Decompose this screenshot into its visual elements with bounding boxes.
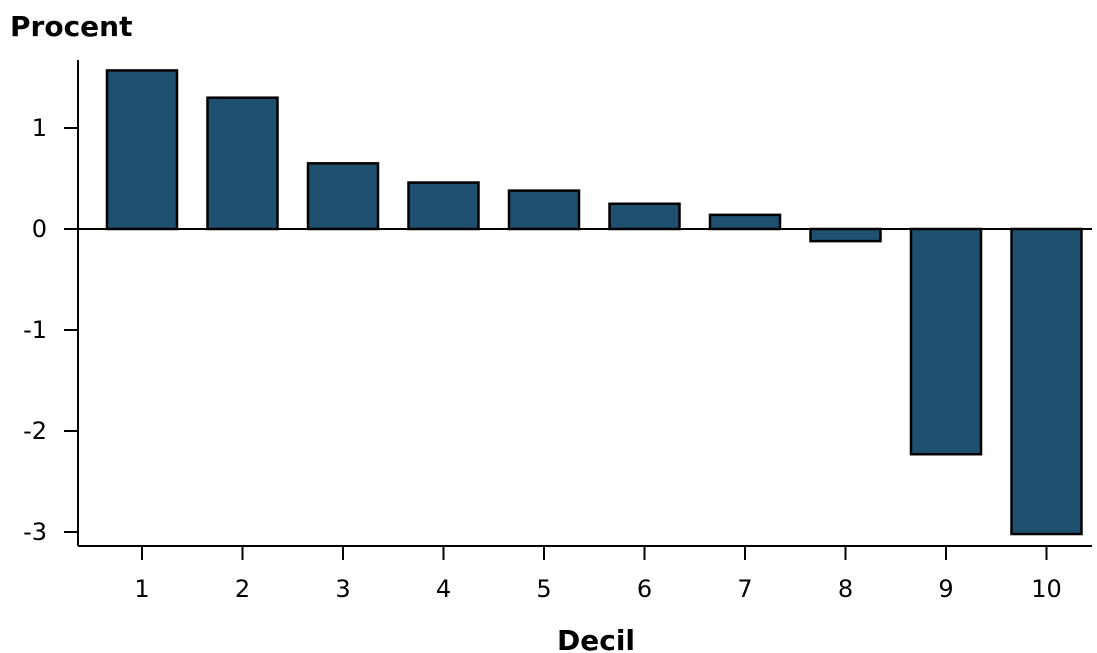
bar-decil-9 [909,227,983,456]
x-tick-label: 9 [938,575,953,603]
y-tick-label: -1 [23,316,47,344]
bar-decil-10 [1010,227,1083,536]
x-ticks-group: 1 2 3 4 5 6 7 8 9 10 [134,546,1062,603]
y-tick-label: 1 [32,114,47,142]
x-axis-title: Decil [557,624,635,653]
bar-decil-8 [809,227,882,243]
x-tick-label: 2 [235,575,250,603]
y-axis-title: Procent [10,10,132,43]
bar-decil-2 [206,96,279,231]
x-tick-label: 4 [436,575,451,603]
y-tick-label: -2 [23,417,47,445]
x-tick-label: 7 [737,575,752,603]
bar-decil-4 [407,181,480,231]
bar-decil-7 [708,213,782,231]
bar-decil-6 [608,202,681,231]
y-ticks-group: 1 0 -1 -2 -3 [23,114,78,546]
x-tick-label: 3 [335,575,350,603]
bars-group [105,69,1083,536]
y-tick-label: -3 [23,518,47,546]
x-tick-label: 1 [134,575,149,603]
y-tick-label: 0 [32,215,47,243]
x-tick-label: 5 [536,575,551,603]
x-tick-label: 10 [1031,575,1062,603]
x-tick-label: 8 [838,575,853,603]
bar-decil-3 [306,162,380,231]
bar-decil-1 [105,69,179,231]
bar-decil-5 [507,189,581,231]
x-tick-label: 6 [637,575,652,603]
